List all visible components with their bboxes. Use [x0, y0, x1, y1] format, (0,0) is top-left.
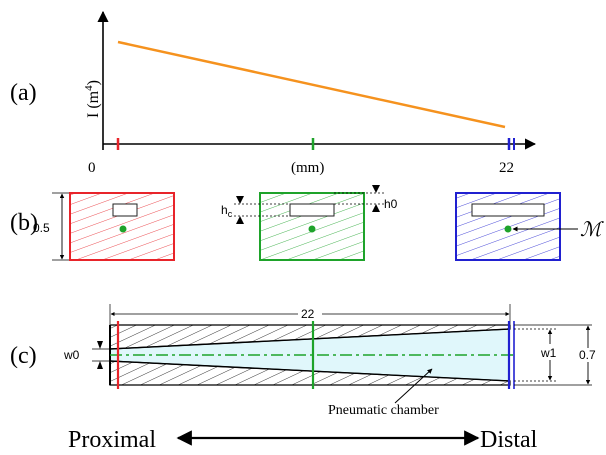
w1-label: w1 — [540, 346, 557, 360]
y-axis-label: I (m4) — [83, 80, 102, 118]
length-label: 22 — [301, 307, 315, 321]
panel-label-b: (b) — [10, 210, 38, 236]
section-height-label: 0.5 — [33, 221, 50, 235]
chamber-label: Pneumatic chamber — [328, 403, 439, 418]
moment-symbol: ℳ — [580, 219, 604, 241]
proximal-label: Proximal — [68, 427, 156, 453]
plot-axes — [97, 10, 537, 150]
h0-label: h0 — [384, 197, 398, 211]
x-unit-label: (mm) — [291, 160, 324, 176]
height-label: 0.7 — [579, 348, 596, 362]
section-height-dimension — [52, 192, 70, 261]
w0-label: w0 — [63, 348, 80, 362]
middle-cross-section — [259, 192, 365, 261]
panel-label-a: (a) — [10, 80, 37, 106]
hc-label: hc — [221, 203, 233, 219]
chamber-pointer-arrow — [394, 368, 433, 404]
h0-dimension — [334, 185, 384, 212]
x-start-label: 0 — [88, 160, 96, 176]
x-end-label: 22 — [499, 160, 514, 176]
hc-dimension — [234, 196, 290, 224]
panel-label-c: (c) — [10, 343, 37, 369]
proximal-cross-section — [69, 192, 175, 261]
distal-cross-section — [455, 192, 561, 261]
inertia-curve — [117, 40, 506, 129]
distal-label: Distal — [480, 427, 538, 453]
